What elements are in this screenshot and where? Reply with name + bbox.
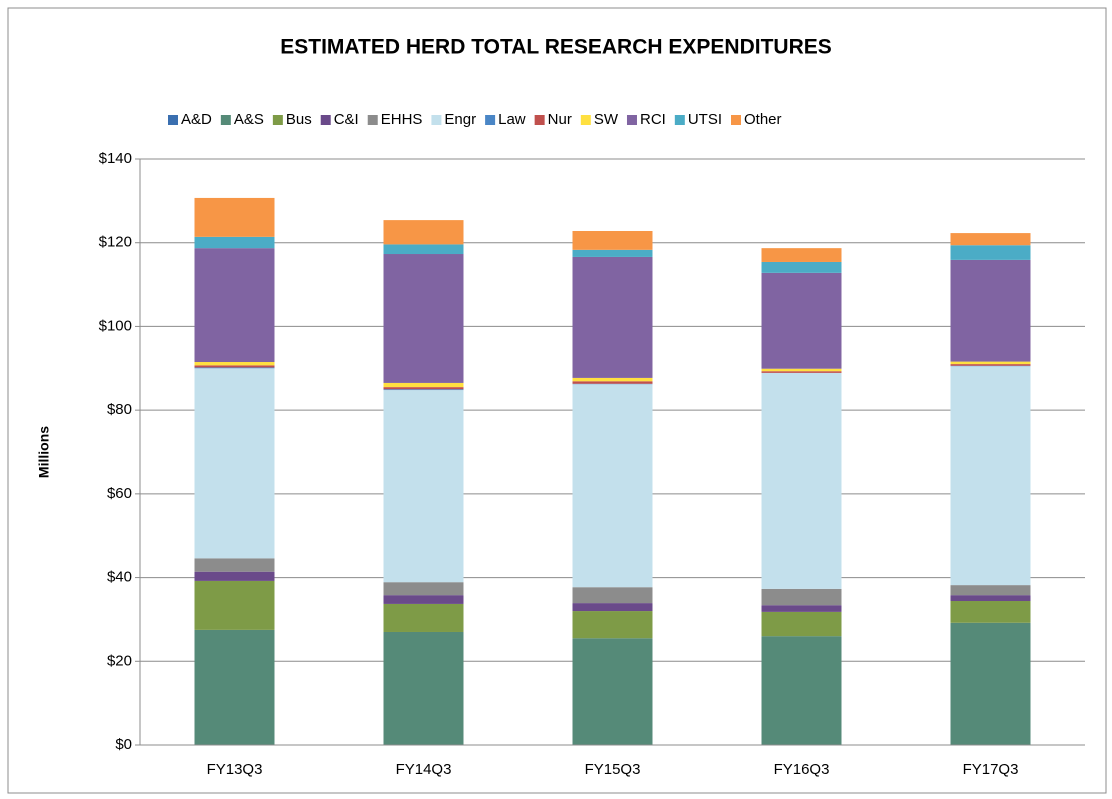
bar-segment bbox=[383, 631, 464, 745]
legend-swatch bbox=[367, 115, 378, 125]
bar-segment bbox=[950, 601, 1031, 623]
legend-swatch bbox=[431, 115, 442, 125]
bar-segment bbox=[383, 389, 464, 391]
bar-segment bbox=[194, 236, 275, 249]
legend-swatch bbox=[534, 115, 545, 125]
bar-segment bbox=[572, 230, 653, 250]
bar-segment bbox=[572, 256, 653, 378]
y-tick-label: $120 bbox=[99, 234, 132, 251]
bar-segment bbox=[761, 588, 842, 606]
bar-segment bbox=[194, 580, 275, 630]
bar-segment bbox=[572, 381, 653, 384]
bar-segment bbox=[761, 248, 842, 262]
bar-segment bbox=[572, 603, 653, 612]
bar-segment bbox=[761, 372, 842, 589]
y-tick-label: $140 bbox=[99, 150, 132, 167]
bar-segment bbox=[761, 272, 842, 369]
bar-segment bbox=[761, 261, 842, 273]
chart-title: ESTIMATED HERD TOTAL RESEARCH EXPENDITUR… bbox=[280, 36, 832, 59]
chart-frame bbox=[7, 7, 1107, 794]
bar-segment bbox=[950, 259, 1031, 362]
legend-label: UTSI bbox=[688, 111, 722, 128]
bar-segment bbox=[950, 233, 1031, 246]
x-tick-label: FY13Q3 bbox=[207, 761, 263, 778]
bar-segment bbox=[383, 254, 464, 383]
bar-segment bbox=[950, 366, 1031, 586]
bar-segment bbox=[194, 365, 275, 368]
legend-swatch bbox=[220, 115, 231, 125]
bar-segment bbox=[572, 587, 653, 604]
bar-segment bbox=[194, 362, 275, 366]
x-tick-label: FY14Q3 bbox=[396, 761, 452, 778]
legend-swatch bbox=[168, 115, 178, 125]
legend-label: Other bbox=[744, 111, 782, 128]
legend-label: C&I bbox=[334, 111, 359, 128]
legend-label: Nur bbox=[548, 111, 572, 128]
bar-segment bbox=[383, 390, 464, 583]
legend-swatch bbox=[320, 115, 331, 125]
legend-label: RCI bbox=[640, 111, 666, 128]
bar-segment bbox=[383, 244, 464, 255]
legend-label: Bus bbox=[286, 111, 312, 128]
bar-segment bbox=[950, 245, 1031, 260]
y-axis-label: Millions bbox=[36, 426, 52, 478]
bar-segment bbox=[194, 571, 275, 581]
x-tick-label: FY16Q3 bbox=[774, 761, 830, 778]
legend-label: A&D bbox=[181, 111, 212, 128]
bar-segment bbox=[761, 611, 842, 637]
legend-label: EHHS bbox=[381, 111, 423, 128]
bar-segment bbox=[194, 558, 275, 572]
bar-segment bbox=[572, 377, 653, 382]
bar-segment bbox=[383, 582, 464, 596]
bar-segment bbox=[194, 367, 275, 369]
bar-segment bbox=[383, 595, 464, 604]
legend-swatch bbox=[485, 115, 496, 125]
y-tick-label: $0 bbox=[115, 736, 132, 753]
bar-segment bbox=[950, 585, 1031, 596]
x-tick-label: FY15Q3 bbox=[585, 761, 641, 778]
bar-segment bbox=[761, 368, 842, 372]
bar-segment bbox=[194, 248, 275, 363]
legend-swatch bbox=[674, 115, 685, 125]
bar-segment bbox=[383, 220, 464, 245]
bar-segment bbox=[194, 629, 275, 745]
bar-segment bbox=[383, 387, 464, 390]
bar-segment bbox=[383, 382, 464, 388]
bar-segment bbox=[950, 361, 1031, 365]
bar-segment bbox=[383, 603, 464, 632]
bar-segment bbox=[572, 638, 653, 745]
legend-swatch bbox=[626, 115, 637, 125]
y-tick-label: $60 bbox=[107, 485, 132, 502]
bar-segment bbox=[194, 197, 275, 237]
bar-segment bbox=[761, 636, 842, 745]
y-tick-label: $40 bbox=[107, 569, 132, 586]
legend-label: Engr bbox=[444, 111, 476, 128]
x-tick-label: FY17Q3 bbox=[963, 761, 1019, 778]
legend-label: SW bbox=[594, 111, 619, 128]
y-tick-label: $80 bbox=[107, 401, 132, 418]
bar-segment bbox=[950, 622, 1031, 745]
bar-segment bbox=[950, 595, 1031, 602]
y-tick-label: $20 bbox=[107, 652, 132, 669]
bar-segment bbox=[761, 371, 842, 373]
bar-segment bbox=[950, 364, 1031, 366]
y-tick-label: $100 bbox=[99, 317, 132, 334]
legend-swatch bbox=[580, 115, 591, 125]
bar-segment bbox=[194, 368, 275, 559]
legend-label: Law bbox=[498, 111, 526, 128]
legend-label: A&S bbox=[234, 111, 264, 128]
bar-segment bbox=[572, 384, 653, 588]
bar-segment bbox=[572, 249, 653, 257]
bar-segment bbox=[761, 605, 842, 612]
legend-swatch bbox=[731, 115, 741, 125]
bar-segment bbox=[572, 611, 653, 639]
legend-swatch bbox=[272, 115, 283, 125]
